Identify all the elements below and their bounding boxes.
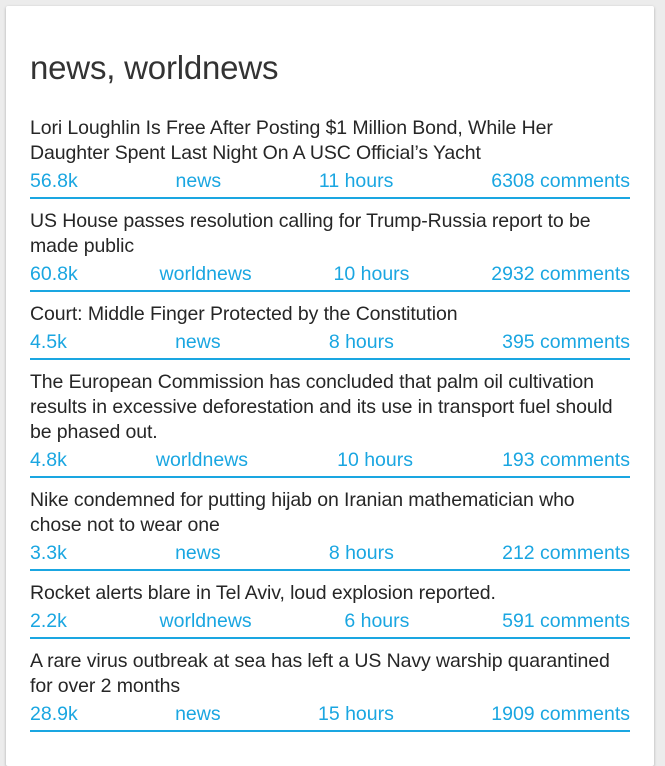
post-age[interactable]: 10 hours bbox=[333, 263, 410, 285]
post-headline[interactable]: Nike condemned for putting hijab on Iran… bbox=[30, 489, 575, 536]
post-headline[interactable]: The European Commission has concluded th… bbox=[30, 371, 613, 443]
post-item: Rocket alerts blare in Tel Aviv, loud ex… bbox=[30, 581, 630, 639]
post-comments[interactable]: 193 comments bbox=[502, 449, 630, 471]
card-title: news, worldnews bbox=[30, 49, 279, 86]
post-comments[interactable]: 2932 comments bbox=[491, 263, 630, 285]
post-comments[interactable]: 1909 comments bbox=[491, 703, 630, 725]
post-headline[interactable]: Court: Middle Finger Protected by the Co… bbox=[30, 303, 458, 325]
post-meta: 4.5k news 8 hours 395 comments bbox=[30, 330, 630, 355]
post-comments[interactable]: 395 comments bbox=[502, 331, 630, 353]
post-score[interactable]: 2.2k bbox=[30, 610, 67, 632]
post-headline[interactable]: US House passes resolution calling for T… bbox=[30, 210, 591, 257]
post-headline[interactable]: Lori Loughlin Is Free After Posting $1 M… bbox=[30, 117, 553, 164]
post-comments[interactable]: 212 comments bbox=[502, 542, 630, 564]
post-age[interactable]: 8 hours bbox=[328, 331, 394, 353]
post-age[interactable]: 10 hours bbox=[337, 449, 413, 471]
post-meta: 60.8k worldnews 10 hours 2932 comments bbox=[30, 262, 630, 287]
post-subreddit[interactable]: worldnews bbox=[155, 449, 249, 471]
post-subreddit[interactable]: worldnews bbox=[159, 263, 252, 285]
post-item: Court: Middle Finger Protected by the Co… bbox=[30, 302, 630, 360]
post-meta: 4.8k worldnews 10 hours 193 comments bbox=[30, 448, 630, 473]
post-subreddit[interactable]: news bbox=[175, 703, 221, 725]
post-meta: 2.2k worldnews 6 hours 591 comments bbox=[30, 609, 630, 634]
post-score[interactable]: 28.9k bbox=[30, 703, 78, 725]
post-meta: 28.9k news 15 hours 1909 comments bbox=[30, 702, 630, 727]
post-subreddit[interactable]: news bbox=[175, 331, 221, 353]
post-age[interactable]: 6 hours bbox=[344, 610, 410, 632]
post-subreddit[interactable]: news bbox=[175, 542, 221, 564]
post-item: Nike condemned for putting hijab on Iran… bbox=[30, 488, 630, 571]
post-headline[interactable]: Rocket alerts blare in Tel Aviv, loud ex… bbox=[30, 582, 496, 604]
post-score[interactable]: 60.8k bbox=[30, 263, 78, 285]
post-comments[interactable]: 6308 comments bbox=[491, 170, 630, 192]
news-card: news, worldnews Lori Loughlin Is Free Af… bbox=[6, 6, 654, 766]
post-list: Lori Loughlin Is Free After Posting $1 M… bbox=[30, 116, 630, 742]
post-score[interactable]: 4.5k bbox=[30, 331, 67, 353]
post-meta: 56.8k news 11 hours 6308 comments bbox=[30, 169, 630, 194]
post-item: The European Commission has concluded th… bbox=[30, 370, 630, 478]
post-meta: 3.3k news 8 hours 212 comments bbox=[30, 541, 630, 566]
post-score[interactable]: 3.3k bbox=[30, 542, 67, 564]
post-age[interactable]: 15 hours bbox=[317, 703, 394, 725]
post-age[interactable]: 11 hours bbox=[318, 170, 394, 192]
post-age[interactable]: 8 hours bbox=[328, 542, 394, 564]
post-item: A rare virus outbreak at sea has left a … bbox=[30, 649, 630, 732]
post-item: US House passes resolution calling for T… bbox=[30, 209, 630, 292]
post-headline[interactable]: A rare virus outbreak at sea has left a … bbox=[30, 650, 610, 697]
post-subreddit[interactable]: news bbox=[175, 170, 222, 192]
post-subreddit[interactable]: worldnews bbox=[159, 610, 252, 632]
post-item: Lori Loughlin Is Free After Posting $1 M… bbox=[30, 116, 630, 199]
post-comments[interactable]: 591 comments bbox=[502, 610, 630, 632]
post-score[interactable]: 4.8k bbox=[30, 449, 67, 471]
post-score[interactable]: 56.8k bbox=[30, 170, 78, 192]
